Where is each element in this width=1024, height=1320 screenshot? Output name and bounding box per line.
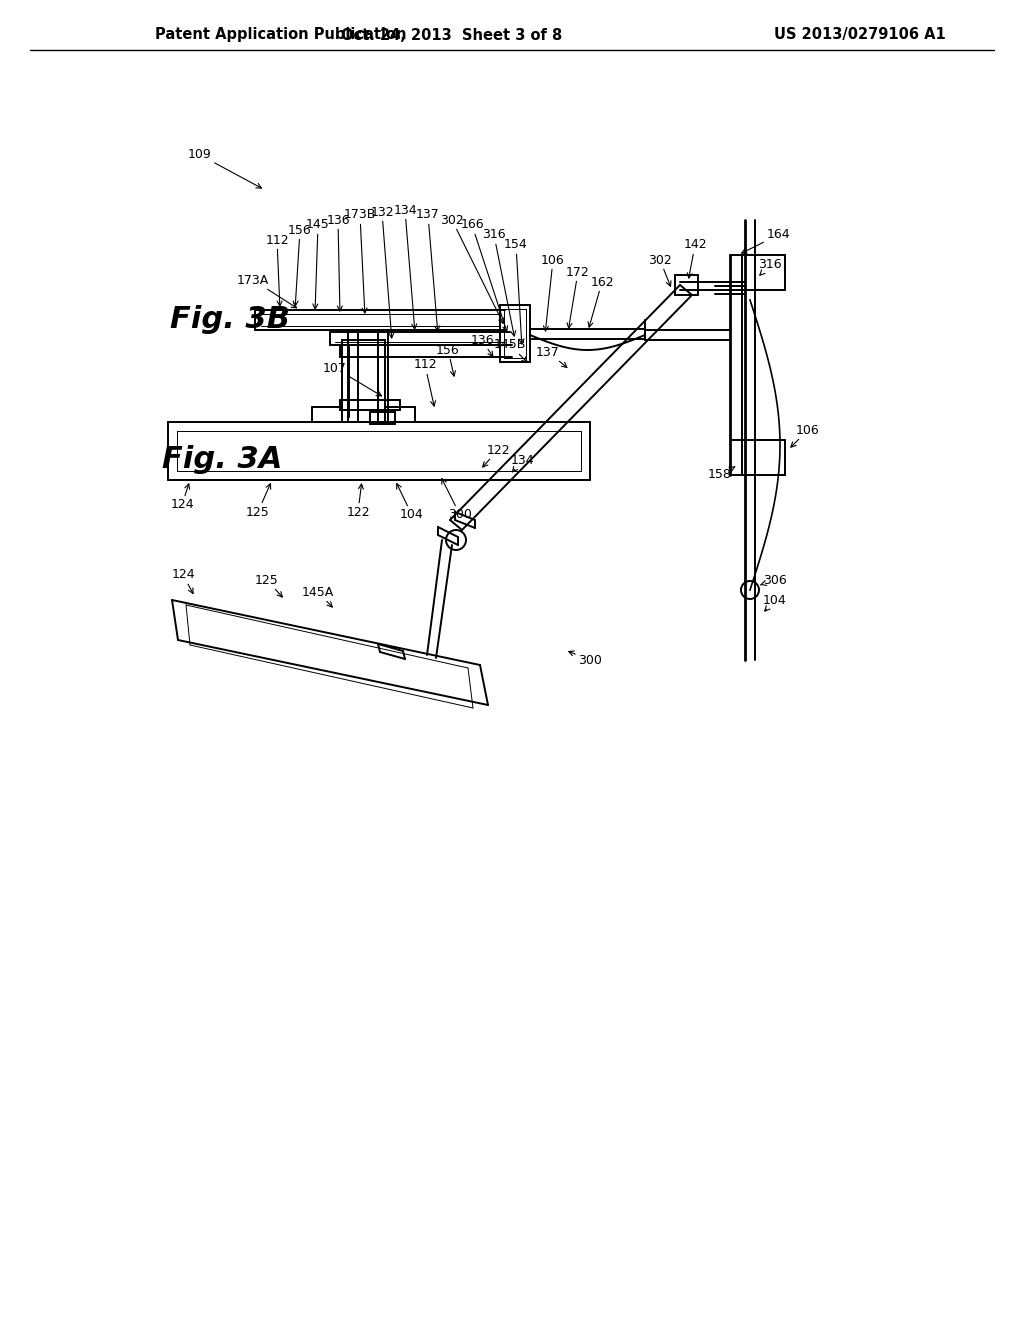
Text: 158: 158: [708, 467, 735, 482]
Text: 124: 124: [170, 484, 194, 511]
Text: 134: 134: [510, 454, 534, 471]
Text: Fig. 3B: Fig. 3B: [170, 305, 290, 334]
Text: 107: 107: [323, 362, 382, 396]
Text: 300: 300: [568, 651, 602, 667]
Text: 137: 137: [537, 346, 567, 367]
Text: 104: 104: [763, 594, 786, 611]
Text: US 2013/0279106 A1: US 2013/0279106 A1: [774, 28, 946, 42]
Text: 125: 125: [255, 573, 283, 597]
Text: 104: 104: [396, 483, 424, 521]
Text: Oct. 24, 2013  Sheet 3 of 8: Oct. 24, 2013 Sheet 3 of 8: [341, 28, 562, 42]
Text: Patent Application Publication: Patent Application Publication: [155, 28, 407, 42]
Text: 136: 136: [327, 214, 350, 312]
Text: 156: 156: [436, 343, 460, 376]
Text: 316: 316: [758, 259, 781, 275]
Text: 162: 162: [588, 276, 613, 327]
Text: 109: 109: [188, 149, 261, 187]
Text: 172: 172: [566, 265, 590, 329]
Text: 124: 124: [171, 569, 195, 594]
Text: 166: 166: [460, 219, 508, 331]
Text: 302: 302: [648, 253, 672, 286]
Text: 122: 122: [482, 444, 510, 467]
Text: 145B: 145B: [494, 338, 527, 362]
Text: 112: 112: [265, 234, 289, 306]
Text: 164: 164: [741, 228, 790, 253]
Text: 156: 156: [288, 223, 312, 306]
Text: 145A: 145A: [302, 586, 334, 607]
Text: 106: 106: [541, 253, 565, 331]
Text: 112: 112: [414, 359, 437, 407]
Text: 302: 302: [440, 214, 503, 323]
Text: 137: 137: [416, 209, 440, 331]
Text: 122: 122: [346, 484, 370, 519]
Text: 316: 316: [482, 228, 516, 337]
Text: 106: 106: [791, 424, 820, 447]
Text: 173B: 173B: [344, 209, 376, 313]
Text: Fig. 3A: Fig. 3A: [162, 446, 283, 474]
Text: 145: 145: [306, 219, 330, 309]
Text: 136: 136: [470, 334, 494, 356]
Text: 125: 125: [246, 483, 270, 519]
Text: 154: 154: [504, 239, 528, 345]
Text: 134: 134: [393, 203, 417, 329]
Text: 142: 142: [683, 239, 707, 279]
Text: 132: 132: [371, 206, 394, 338]
Text: 300: 300: [441, 479, 472, 521]
Text: 173A: 173A: [237, 273, 297, 308]
Text: 306: 306: [761, 573, 786, 586]
